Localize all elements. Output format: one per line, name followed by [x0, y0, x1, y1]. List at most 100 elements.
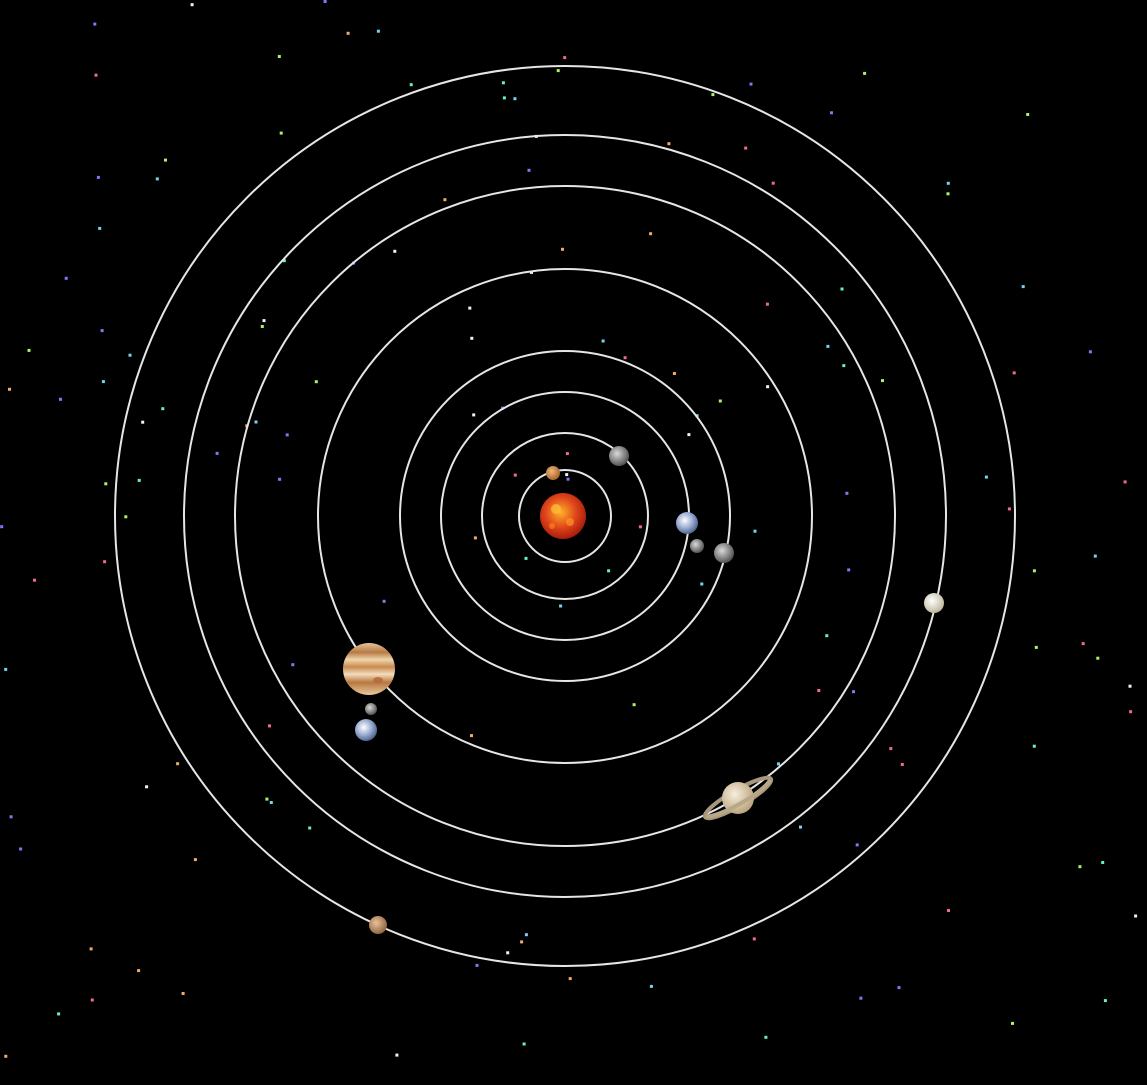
star [711, 93, 715, 97]
star [1011, 1021, 1014, 1025]
star [475, 963, 479, 967]
star [847, 568, 851, 572]
star [1096, 656, 1100, 660]
star [520, 940, 524, 944]
star [137, 969, 141, 973]
star [279, 131, 283, 135]
star [96, 175, 100, 179]
star [817, 689, 821, 692]
star [556, 69, 560, 73]
star [687, 433, 691, 437]
star [749, 82, 753, 86]
moon-icon [365, 703, 377, 715]
star [845, 491, 849, 495]
star [947, 909, 950, 912]
star [638, 525, 642, 529]
jupiter-icon [343, 643, 395, 695]
star [524, 556, 528, 560]
star [881, 379, 884, 383]
star [376, 29, 380, 33]
star [524, 933, 528, 937]
star [145, 785, 149, 789]
star [285, 433, 289, 437]
star [346, 31, 350, 35]
star [470, 734, 473, 738]
orbit-ring [114, 65, 1016, 967]
star [260, 325, 264, 328]
star [1034, 645, 1038, 649]
star [282, 259, 286, 263]
star [623, 356, 627, 360]
star [57, 1012, 61, 1016]
star [826, 344, 830, 348]
star [649, 232, 653, 236]
star [565, 452, 569, 456]
star [859, 996, 863, 1000]
star [215, 451, 219, 455]
star [1123, 480, 1127, 484]
star [1101, 861, 1105, 864]
star [700, 582, 704, 586]
star [607, 569, 611, 573]
star [766, 385, 770, 389]
star [527, 168, 531, 172]
star [393, 249, 397, 253]
star [601, 339, 605, 343]
star [8, 387, 11, 391]
star [291, 663, 295, 667]
star [314, 380, 318, 384]
star [852, 690, 855, 694]
star [501, 81, 505, 85]
star [190, 3, 194, 7]
star [718, 399, 722, 403]
star [9, 815, 13, 819]
star [101, 380, 105, 384]
star [672, 372, 676, 375]
star [1088, 350, 1092, 354]
star [830, 111, 833, 115]
star [161, 407, 165, 411]
star [98, 226, 102, 230]
star [1032, 569, 1036, 573]
star [946, 181, 950, 185]
star [164, 158, 167, 162]
star [825, 634, 829, 638]
star [89, 947, 93, 951]
star [1032, 744, 1036, 748]
star [1012, 371, 1016, 375]
star [522, 1042, 526, 1046]
star [269, 801, 273, 804]
star [33, 578, 36, 582]
star [765, 302, 769, 306]
star [752, 937, 756, 941]
star [799, 825, 802, 829]
sun-icon [540, 493, 586, 539]
star [568, 977, 572, 981]
star [563, 56, 567, 60]
earth-icon [676, 512, 698, 534]
star [277, 55, 281, 58]
star [764, 1035, 768, 1039]
star [506, 951, 510, 955]
star [473, 536, 477, 540]
star [181, 992, 185, 995]
star [1134, 914, 1138, 918]
star [855, 843, 859, 847]
star [900, 763, 904, 766]
mercury-icon [546, 466, 560, 480]
neptune-icon [369, 916, 387, 934]
moon-icon [690, 539, 704, 553]
star [265, 797, 269, 801]
star [1081, 642, 1085, 646]
star [632, 703, 636, 707]
star [90, 998, 94, 1002]
star [1021, 285, 1025, 289]
star [566, 477, 570, 481]
star [94, 73, 98, 77]
star [753, 529, 757, 533]
star [1026, 113, 1030, 116]
star [984, 475, 988, 479]
star [777, 762, 780, 766]
star [842, 364, 846, 368]
